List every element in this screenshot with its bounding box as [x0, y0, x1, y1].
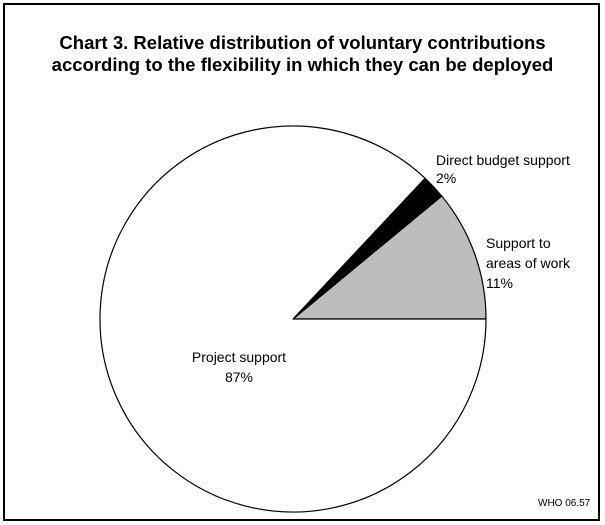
- slice-label-0-line-0: Support to: [486, 235, 551, 251]
- chart-title-line-1: Chart 3. Relative distribution of volunt…: [59, 32, 546, 53]
- chart-title-line-2: according to the flexibility in which th…: [51, 54, 554, 75]
- pie-slice-2: [99, 125, 487, 513]
- slice-label-1: Direct budget support 2%: [436, 152, 570, 186]
- slice-label-2-line-0: Project support: [192, 349, 286, 365]
- slice-label-2-line-1: 87%: [225, 369, 253, 385]
- slice-label-0-line-2: 11%: [486, 275, 513, 291]
- pie-slices: [99, 125, 487, 513]
- figure-code: WHO 06.57: [538, 498, 591, 509]
- pie-labels: Support to areas of work 11% Direct budget …: [192, 152, 571, 385]
- slice-label-0: Support to areas of work 11%: [486, 235, 571, 291]
- slice-label-0-line-1: areas of work: [486, 255, 571, 271]
- slice-label-1-line-1: 2%: [436, 170, 456, 186]
- pie-slice-0: [292, 195, 487, 320]
- chart-title: Chart 3. Relative distribution of volunt…: [0, 32, 605, 76]
- slice-label-1-line-0: Direct budget support: [436, 152, 570, 168]
- slice-label-2: Project support 87%: [192, 349, 286, 385]
